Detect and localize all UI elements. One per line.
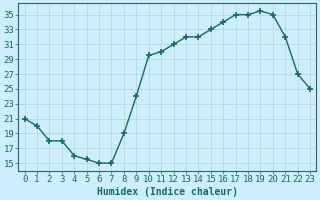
X-axis label: Humidex (Indice chaleur): Humidex (Indice chaleur) <box>97 186 238 197</box>
